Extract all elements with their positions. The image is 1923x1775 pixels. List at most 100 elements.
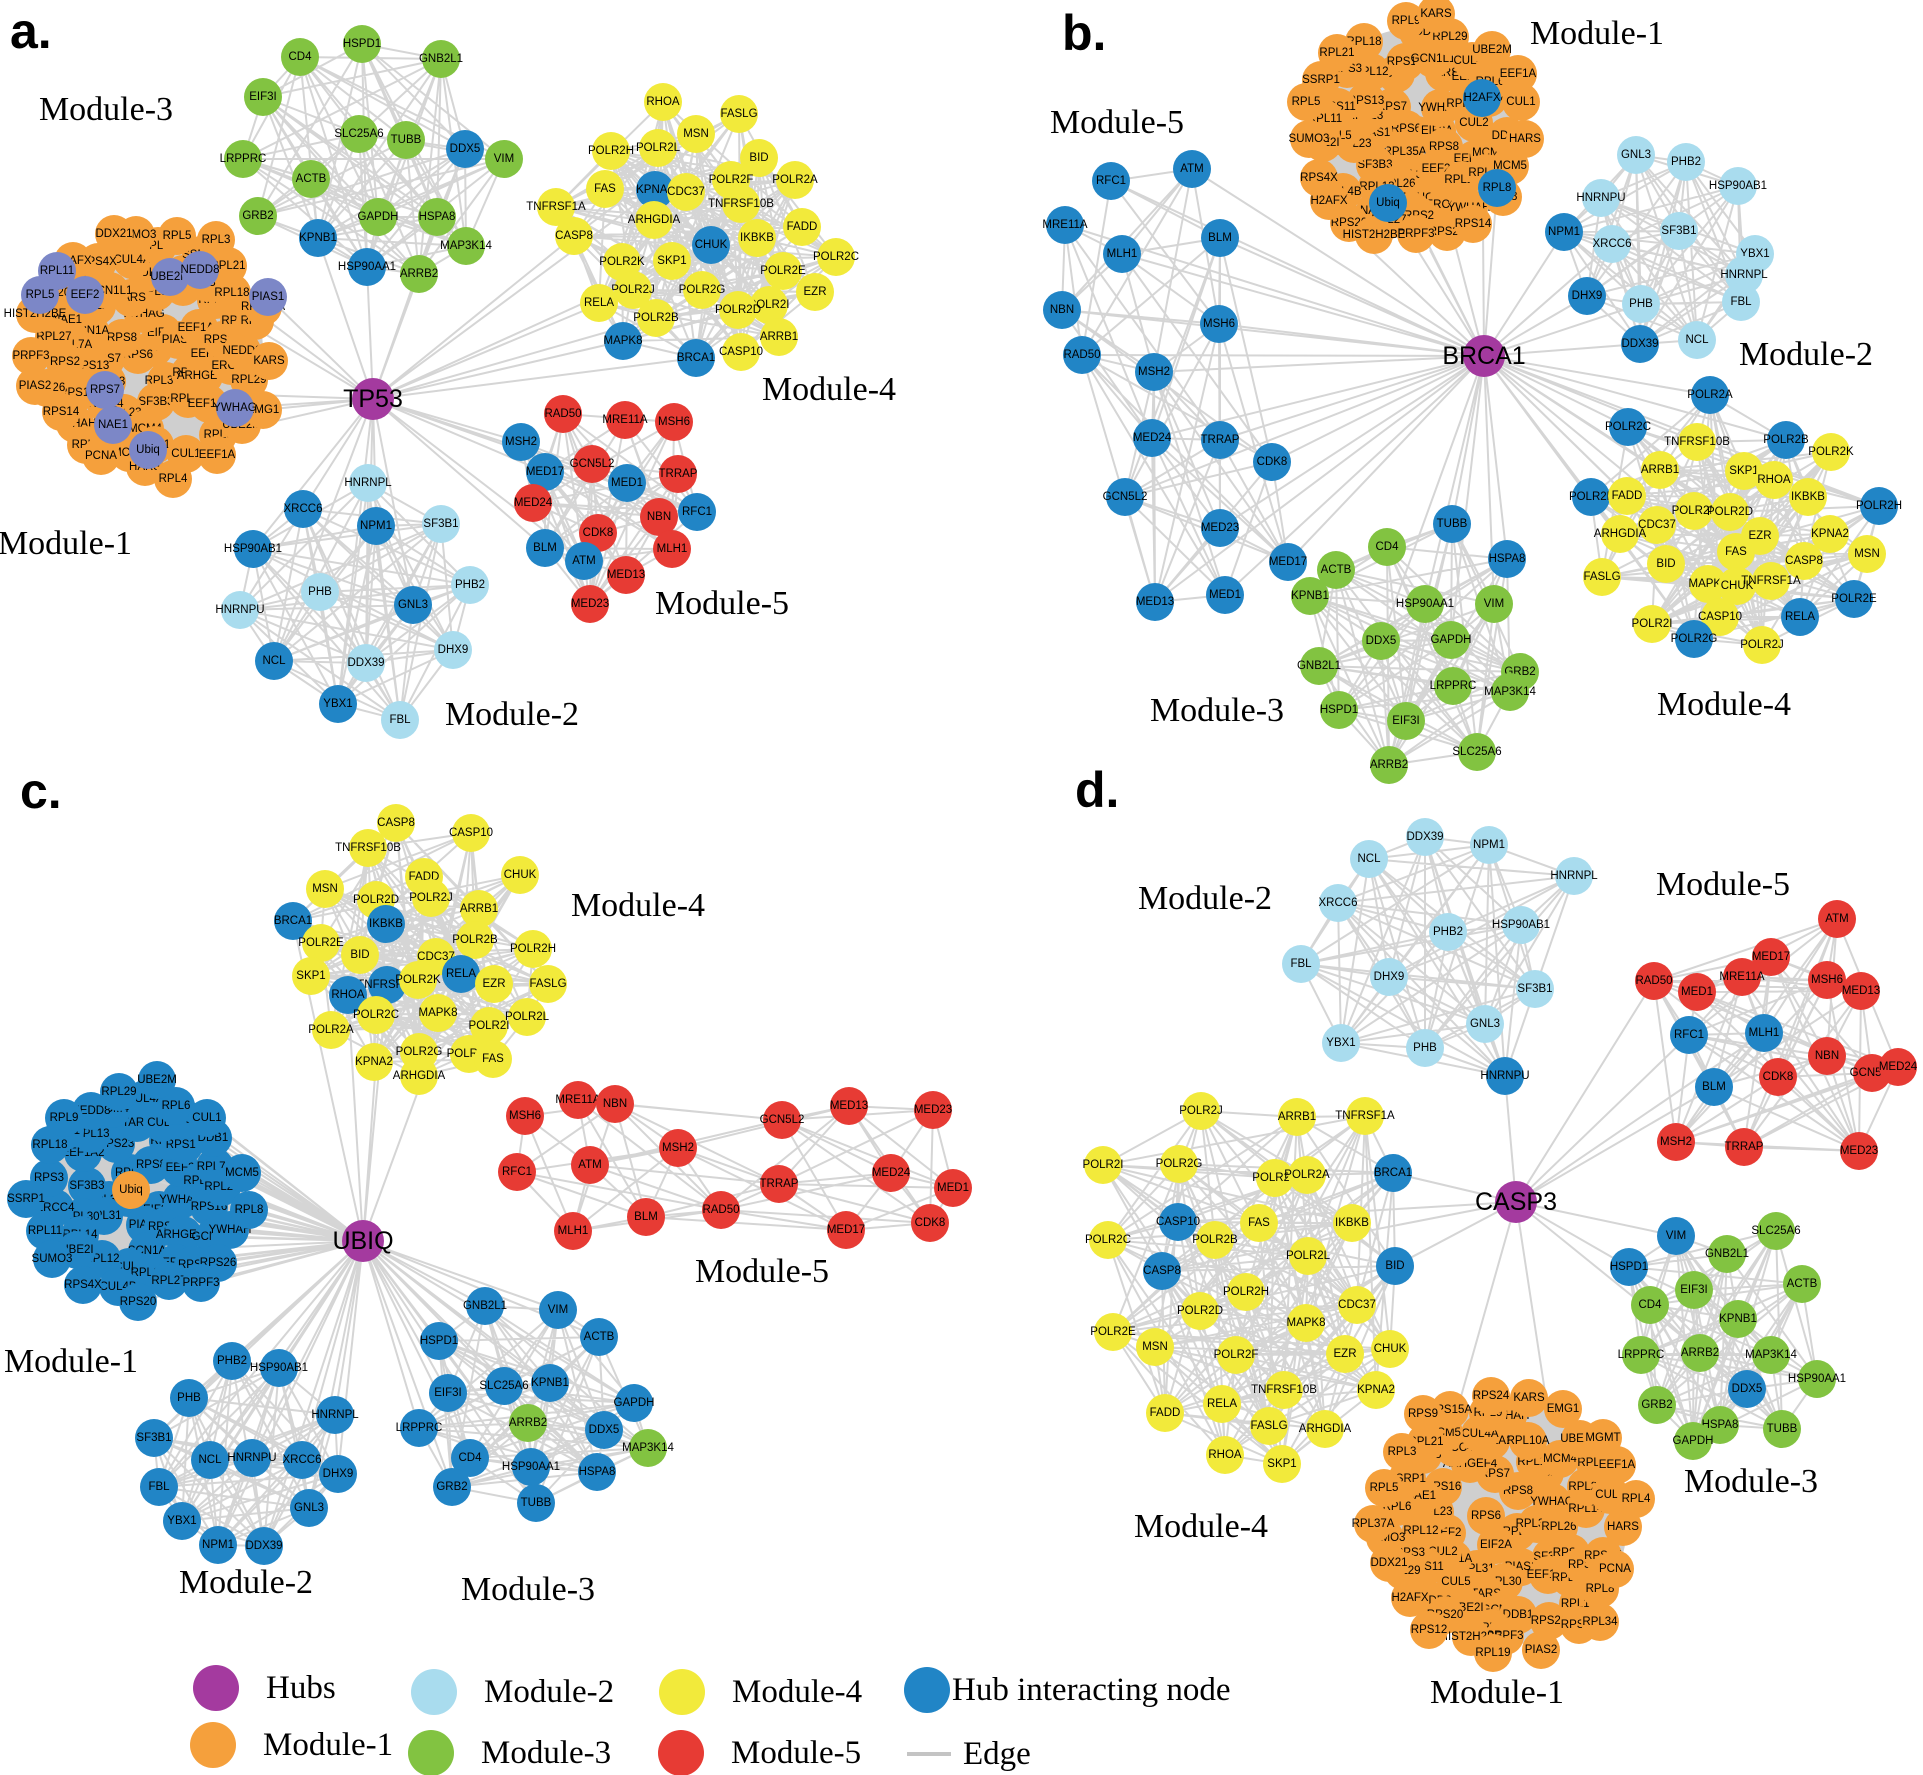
svg-text:EZR: EZR — [1749, 530, 1772, 542]
svg-text:MRE11A: MRE11A — [1042, 219, 1087, 231]
svg-text:XRCC6: XRCC6 — [1593, 238, 1632, 250]
svg-text:DDX39: DDX39 — [1621, 338, 1658, 350]
svg-text:RPS8: RPS8 — [107, 332, 137, 344]
svg-text:FBL: FBL — [1290, 958, 1312, 970]
svg-text:MRE11A: MRE11A — [1719, 971, 1764, 983]
svg-text:MLH1: MLH1 — [1749, 1027, 1780, 1039]
svg-text:SSRP1: SSRP1 — [1302, 74, 1340, 86]
svg-text:Module-3: Module-3 — [39, 91, 173, 128]
svg-text:RPL27: RPL27 — [36, 331, 71, 343]
svg-text:GNB2L1: GNB2L1 — [463, 1300, 507, 1312]
svg-text:CUL1: CUL1 — [192, 1112, 221, 1124]
svg-text:POLR2F: POLR2F — [1214, 1349, 1259, 1361]
svg-text:EEF1A: EEF1A — [1599, 1459, 1636, 1471]
svg-text:MCM5: MCM5 — [1493, 160, 1527, 172]
svg-text:Hubs: Hubs — [266, 1670, 336, 1706]
svg-text:SLC25A6: SLC25A6 — [334, 128, 383, 140]
svg-text:TRRAP: TRRAP — [1725, 1141, 1764, 1153]
svg-text:Hub interacting node: Hub interacting node — [952, 1672, 1231, 1708]
svg-text:Module-1: Module-1 — [263, 1727, 393, 1763]
svg-text:POLR2F: POLR2F — [709, 174, 754, 186]
svg-text:RPL18: RPL18 — [1346, 36, 1381, 48]
svg-text:GRB2: GRB2 — [436, 1481, 467, 1493]
svg-text:TNFRSF1A: TNFRSF1A — [526, 201, 586, 213]
svg-text:Module-4: Module-4 — [762, 371, 896, 408]
svg-text:RAD50: RAD50 — [702, 1204, 739, 1216]
svg-text:RPL11: RPL11 — [28, 1225, 62, 1237]
svg-text:EEF2: EEF2 — [1422, 163, 1451, 175]
svg-text:EMG1: EMG1 — [1547, 1403, 1580, 1415]
svg-text:MLH1: MLH1 — [657, 543, 688, 555]
svg-text:MED1: MED1 — [937, 1182, 969, 1194]
svg-text:POLR2G: POLR2G — [1671, 633, 1718, 645]
svg-text:ACTB: ACTB — [1321, 564, 1352, 576]
svg-text:HSPD1: HSPD1 — [1320, 704, 1358, 716]
svg-text:POLR2D: POLR2D — [353, 894, 399, 906]
svg-text:CUL5: CUL5 — [1441, 1576, 1470, 1588]
svg-text:Module-2: Module-2 — [179, 1564, 313, 1601]
svg-text:POLR2E: POLR2E — [1831, 593, 1877, 605]
svg-text:NPM1: NPM1 — [1548, 226, 1580, 238]
svg-text:TP53: TP53 — [343, 385, 403, 413]
svg-text:EIF3I: EIF3I — [1392, 715, 1419, 727]
svg-text:EIF3I: EIF3I — [434, 1387, 461, 1399]
svg-text:FBL: FBL — [389, 714, 411, 726]
svg-text:ARRB1: ARRB1 — [1641, 464, 1679, 476]
svg-text:RPS4X: RPS4X — [64, 1279, 102, 1291]
svg-text:LRPPRC: LRPPRC — [1618, 1349, 1665, 1361]
svg-text:RPL26: RPL26 — [1541, 1521, 1576, 1533]
svg-text:CASP10: CASP10 — [719, 346, 763, 358]
svg-text:SKP1: SKP1 — [657, 255, 686, 267]
svg-text:HSP90AB1: HSP90AB1 — [224, 543, 282, 555]
svg-text:BLM: BLM — [1208, 232, 1232, 244]
svg-text:MAPK8: MAPK8 — [1689, 578, 1728, 590]
svg-text:RPL18: RPL18 — [214, 287, 249, 299]
svg-text:RPL29: RPL29 — [1432, 31, 1467, 43]
svg-text:UBE2M: UBE2M — [150, 271, 190, 283]
svg-text:RPS7: RPS7 — [90, 384, 120, 396]
svg-text:EZR: EZR — [804, 286, 827, 298]
svg-text:SF3B1: SF3B1 — [423, 518, 458, 530]
svg-text:KARS: KARS — [1420, 8, 1452, 20]
svg-text:RFC1: RFC1 — [1674, 1029, 1704, 1041]
svg-text:RELA: RELA — [1207, 1398, 1237, 1410]
svg-text:NEDD8: NEDD8 — [181, 264, 220, 276]
svg-text:CHUK: CHUK — [504, 869, 537, 881]
svg-text:H2AFX: H2AFX — [1391, 1592, 1428, 1604]
svg-text:CDK8: CDK8 — [583, 527, 614, 539]
svg-text:FAS: FAS — [1248, 1217, 1270, 1229]
svg-text:RPL8: RPL8 — [235, 1204, 264, 1216]
svg-text:POLR2H: POLR2H — [1223, 1286, 1269, 1298]
svg-text:SUMO3: SUMO3 — [32, 1253, 73, 1265]
svg-text:MGMT: MGMT — [1585, 1432, 1620, 1444]
svg-text:NAE1: NAE1 — [98, 419, 128, 431]
svg-text:CASP10: CASP10 — [449, 827, 493, 839]
svg-text:PIAS2: PIAS2 — [19, 380, 52, 392]
svg-text:MSN: MSN — [312, 883, 338, 895]
svg-text:GNL3: GNL3 — [1621, 149, 1651, 161]
svg-text:RFC1: RFC1 — [682, 506, 712, 518]
svg-text:IKBKB: IKBKB — [1335, 1217, 1369, 1229]
svg-text:POLR2B: POLR2B — [1192, 1234, 1238, 1246]
svg-text:ATM: ATM — [572, 555, 595, 567]
svg-text:DHX9: DHX9 — [438, 644, 469, 656]
svg-text:KPNB1: KPNB1 — [1719, 1313, 1757, 1325]
svg-text:BRCA1: BRCA1 — [1442, 342, 1525, 370]
svg-text:FASLG: FASLG — [720, 108, 757, 120]
svg-text:POLR2I: POLR2I — [469, 1020, 510, 1032]
svg-text:LRPPRC: LRPPRC — [396, 1422, 443, 1434]
svg-text:DDX39: DDX39 — [347, 657, 384, 669]
svg-text:MAPK8: MAPK8 — [604, 335, 643, 347]
svg-text:SKP1: SKP1 — [1729, 465, 1758, 477]
svg-text:POLR2L: POLR2L — [636, 142, 681, 154]
svg-text:ARRB2: ARRB2 — [1681, 1347, 1719, 1359]
svg-text:MED17: MED17 — [1752, 951, 1790, 963]
svg-text:SLC25A6: SLC25A6 — [1452, 746, 1501, 758]
svg-text:NPM1: NPM1 — [360, 520, 392, 532]
svg-text:UBIQ: UBIQ — [332, 1227, 393, 1255]
svg-text:POLR2H: POLR2H — [1856, 500, 1902, 512]
svg-text:POLR2A: POLR2A — [308, 1024, 354, 1036]
svg-text:MED13: MED13 — [607, 569, 645, 581]
svg-text:POLR2J: POLR2J — [409, 892, 452, 904]
svg-text:Module-3: Module-3 — [481, 1735, 611, 1771]
